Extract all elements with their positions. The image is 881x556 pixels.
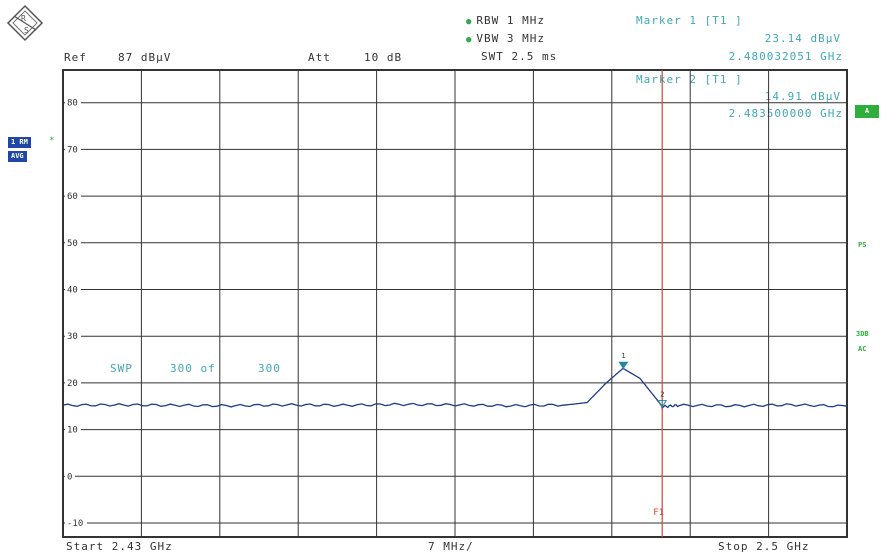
trace-mode-badge[interactable]: 1 RM [8, 137, 31, 148]
marker1-level: 23.14 dBµV [764, 32, 841, 45]
3db-tag: 3DB [856, 330, 869, 338]
sweep-total: 300 [258, 362, 281, 375]
rs-logo: R S [6, 4, 44, 42]
marker-2-triangle-icon[interactable] [657, 400, 668, 408]
y-tick-label-bg [65, 283, 81, 294]
sweep-time: SWT 2.5 ms [481, 50, 558, 63]
logo-r: R [21, 14, 26, 23]
ref-level-value: 87 dBµV [118, 51, 172, 64]
sweep-count: 300 of [170, 362, 216, 375]
marker1-frequency: 2.480032051 GHz [728, 50, 843, 63]
y-tick-label: 10 [67, 426, 78, 436]
y-tick-label: 30 [67, 332, 78, 342]
y-tick-label-bg [65, 423, 81, 434]
rbw-setting: ● RBW 1 MHz [466, 14, 545, 27]
marker1-title: Marker 1 [T1 ] [636, 14, 743, 27]
y-tick-label: 0 [67, 472, 72, 482]
trace-star-icon: * [49, 136, 55, 146]
y-tick-label: 70 [67, 145, 78, 155]
y-axis-tick-labels: 80 70 60 50 40 30 20 10 0 -10 [65, 96, 87, 529]
vbw-setting: ● VBW 3 MHz [466, 32, 545, 45]
rbw-coupled-indicator-icon: ● [466, 17, 473, 27]
span-per-division: 7 MHz/ [428, 540, 474, 553]
y-tick-label: 60 [67, 192, 78, 202]
trace-a-badge[interactable]: A [855, 105, 879, 118]
marker-1-tag: 1 [621, 352, 625, 360]
marker-group: 12 [618, 352, 668, 408]
y-tick-label-bg [65, 96, 81, 107]
marker2-level: 14.91 dBµV [764, 90, 841, 103]
y-tick-label-bg [65, 376, 81, 387]
ac-tag: AC [858, 345, 867, 353]
marker-1-triangle-icon[interactable] [618, 361, 629, 370]
y-tick-label: 50 [67, 239, 78, 249]
y-tick-label-bg [65, 330, 81, 341]
logo-s: S [24, 26, 29, 35]
y-tick-label: -10 [67, 519, 83, 529]
y-tick-label-bg [65, 190, 81, 201]
y-tick-label-bg [65, 143, 81, 154]
frequency-line-label: F1 [653, 508, 664, 518]
limit-line-group: F1 [653, 70, 664, 537]
attenuation-value: 10 dB [364, 51, 403, 64]
rbw-text: RBW 1 MHz [476, 14, 546, 27]
marker-2-tag: 2 [660, 391, 664, 399]
start-frequency: Start 2.43 GHz [66, 540, 173, 553]
ref-level-label: Ref [64, 51, 87, 64]
sweep-label: SWP [110, 362, 133, 375]
y-tick-label-bg [65, 516, 87, 527]
rs-logo-icon: R S [6, 4, 44, 42]
y-tick-label-bg [65, 236, 81, 247]
y-tick-label: 40 [67, 285, 78, 295]
vbw-coupled-indicator-icon: ● [466, 35, 473, 45]
attenuation-label: Att [308, 51, 331, 64]
vbw-text: VBW 3 MHz [476, 32, 546, 45]
y-tick-label: 20 [67, 379, 78, 389]
y-tick-label: 80 [67, 99, 78, 109]
trace-group [62, 367, 848, 409]
spectrum-trace [62, 367, 848, 409]
marker2-frequency: 2.483500000 GHz [728, 107, 843, 120]
plot-grid [62, 69, 848, 538]
stop-frequency: Stop 2.5 GHz [718, 540, 810, 553]
avg-badge[interactable]: AVG [8, 151, 27, 162]
ps-tag: PS [858, 241, 867, 249]
y-tick-label-bg [65, 470, 75, 481]
